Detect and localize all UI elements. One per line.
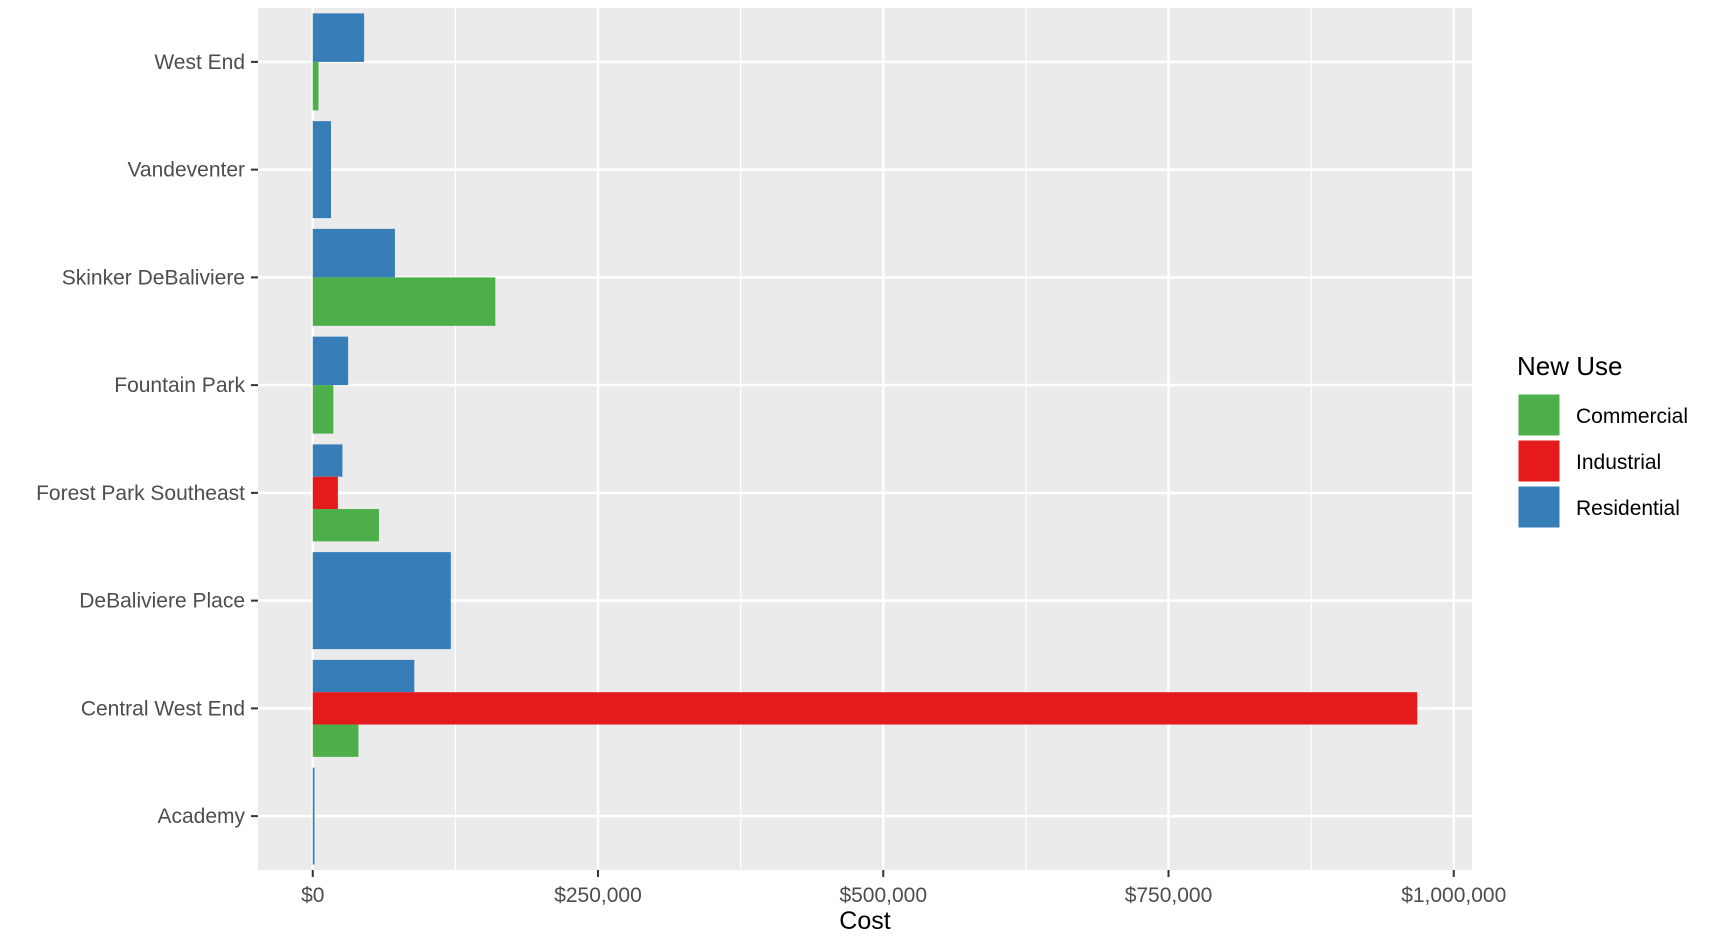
bar-industrial-central-west-end <box>312 692 1418 725</box>
y-axis: Academy Central West End DeBaliviere Place… <box>36 51 258 828</box>
y-tick-label: West End <box>154 51 245 74</box>
bars <box>312 13 1418 865</box>
legend-key-commercial <box>1517 393 1561 437</box>
y-tick-label: DeBaliviere Place <box>79 590 245 613</box>
x-axis: $0 $250,000 $500,000 $750,000 $1,000,000 <box>301 870 1506 907</box>
bar-residential-forest-park-southeast <box>312 444 343 477</box>
bar-commercial-fountain-park <box>312 385 334 434</box>
bar-commercial-forest-park-southeast <box>312 509 379 542</box>
y-tick-label: Fountain Park <box>114 374 245 397</box>
bar-commercial-west-end <box>312 61 319 111</box>
bar-commercial-skinker-debaliviere <box>312 277 496 326</box>
y-tick-label: Skinker DeBaliviere <box>62 266 245 289</box>
bar-residential-debaliviere-place <box>312 552 451 650</box>
bar-residential-skinker-debaliviere <box>312 228 395 278</box>
bar-residential-west-end <box>312 13 365 62</box>
y-tick-label: Forest Park Southeast <box>36 482 245 505</box>
plot-panel <box>258 8 1472 870</box>
bar-industrial-forest-park-southeast <box>312 476 338 510</box>
bar-commercial-central-west-end <box>312 724 359 757</box>
bar-residential-vandeventer <box>312 121 332 219</box>
legend-label-industrial: Industrial <box>1576 451 1661 474</box>
legend-key-industrial <box>1517 439 1561 483</box>
bar-residential-central-west-end <box>312 659 415 693</box>
x-tick-label: $750,000 <box>1125 884 1213 907</box>
x-tick-label: $0 <box>301 884 324 907</box>
x-axis-title: Cost <box>839 907 890 935</box>
x-tick-label: $250,000 <box>554 884 642 907</box>
legend-key-residential <box>1517 485 1561 529</box>
y-tick-label: Vandeventer <box>127 159 245 182</box>
y-tick-label: Central West End <box>81 697 245 720</box>
legend-title: New Use <box>1517 351 1622 381</box>
x-tick-label: $1,000,000 <box>1401 884 1506 907</box>
legend-label-commercial: Commercial <box>1576 405 1688 428</box>
legend-label-residential: Residential <box>1576 497 1680 520</box>
y-tick-label: Academy <box>157 805 245 828</box>
bar-residential-academy <box>312 767 315 865</box>
legend: New Use Commercial Industrial Residential <box>1517 351 1688 529</box>
x-tick-label: $500,000 <box>839 884 927 907</box>
bar-residential-fountain-park <box>312 336 349 386</box>
